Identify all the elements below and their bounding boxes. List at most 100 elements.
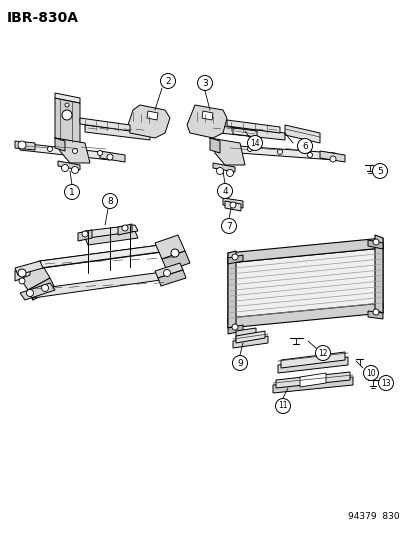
Text: 9: 9: [237, 359, 242, 367]
Circle shape: [19, 278, 25, 284]
Polygon shape: [228, 251, 235, 328]
Circle shape: [372, 309, 378, 315]
Polygon shape: [20, 143, 110, 160]
Polygon shape: [147, 111, 158, 120]
Polygon shape: [158, 270, 185, 286]
Polygon shape: [228, 325, 242, 334]
Polygon shape: [40, 243, 178, 268]
Circle shape: [62, 165, 68, 172]
Circle shape: [297, 139, 312, 154]
Polygon shape: [15, 141, 35, 150]
Circle shape: [247, 147, 252, 151]
Polygon shape: [58, 161, 80, 170]
Text: 5: 5: [376, 166, 382, 175]
Circle shape: [372, 239, 378, 245]
Polygon shape: [367, 240, 382, 249]
Circle shape: [18, 269, 26, 277]
Polygon shape: [228, 248, 382, 323]
Text: 94379  830: 94379 830: [347, 512, 399, 521]
Circle shape: [315, 345, 330, 360]
Polygon shape: [228, 255, 242, 264]
Circle shape: [329, 156, 335, 162]
Circle shape: [122, 225, 128, 231]
Circle shape: [62, 110, 72, 120]
Circle shape: [160, 74, 175, 88]
Text: 8: 8: [107, 197, 113, 206]
Polygon shape: [187, 105, 226, 138]
Circle shape: [197, 76, 212, 91]
Circle shape: [97, 150, 102, 156]
Polygon shape: [233, 128, 256, 137]
Polygon shape: [284, 125, 319, 143]
Circle shape: [226, 169, 233, 176]
Polygon shape: [272, 377, 352, 393]
Polygon shape: [209, 138, 219, 153]
Polygon shape: [223, 198, 242, 208]
Circle shape: [171, 249, 178, 257]
Polygon shape: [78, 230, 92, 241]
Polygon shape: [224, 145, 334, 160]
Polygon shape: [299, 373, 325, 387]
Polygon shape: [277, 357, 347, 373]
Circle shape: [71, 166, 78, 174]
Text: 3: 3: [202, 78, 207, 87]
Polygon shape: [228, 303, 382, 328]
Circle shape: [363, 366, 377, 381]
Circle shape: [377, 376, 392, 391]
Text: 6: 6: [301, 141, 307, 150]
Circle shape: [18, 141, 26, 149]
Polygon shape: [55, 98, 80, 143]
Polygon shape: [367, 311, 382, 319]
Text: 13: 13: [380, 378, 390, 387]
Circle shape: [102, 193, 117, 208]
Polygon shape: [20, 283, 55, 300]
Circle shape: [277, 149, 282, 155]
Polygon shape: [85, 231, 138, 245]
Circle shape: [275, 399, 290, 414]
Circle shape: [65, 103, 69, 107]
Polygon shape: [15, 261, 50, 290]
Circle shape: [372, 164, 387, 179]
Polygon shape: [212, 163, 235, 172]
Circle shape: [247, 135, 262, 150]
Polygon shape: [100, 151, 125, 162]
Circle shape: [307, 152, 312, 157]
Polygon shape: [40, 243, 175, 268]
Circle shape: [217, 183, 232, 198]
Polygon shape: [228, 238, 382, 263]
Polygon shape: [154, 235, 185, 259]
Polygon shape: [319, 151, 344, 162]
Polygon shape: [85, 125, 150, 140]
Text: 1: 1: [69, 188, 75, 197]
Polygon shape: [226, 120, 279, 133]
Circle shape: [221, 219, 236, 233]
Text: 12: 12: [318, 349, 327, 358]
Polygon shape: [128, 105, 170, 138]
Polygon shape: [118, 224, 132, 235]
Polygon shape: [224, 201, 240, 211]
Text: 7: 7: [225, 222, 231, 230]
Circle shape: [107, 154, 113, 160]
Circle shape: [231, 324, 237, 330]
Polygon shape: [15, 261, 43, 275]
Polygon shape: [154, 263, 183, 278]
Polygon shape: [80, 118, 130, 131]
Circle shape: [26, 289, 33, 296]
Polygon shape: [209, 138, 244, 165]
Polygon shape: [374, 235, 382, 313]
Polygon shape: [55, 93, 80, 103]
Text: IBR-830A: IBR-830A: [7, 11, 79, 25]
Text: 4: 4: [222, 187, 227, 196]
Polygon shape: [161, 251, 190, 271]
Circle shape: [230, 202, 235, 208]
Text: 10: 10: [366, 368, 375, 377]
Polygon shape: [235, 331, 264, 343]
Polygon shape: [233, 336, 267, 348]
Polygon shape: [28, 278, 55, 300]
Polygon shape: [202, 111, 212, 120]
Polygon shape: [280, 352, 344, 368]
Circle shape: [64, 184, 79, 199]
Circle shape: [47, 147, 52, 151]
Circle shape: [231, 254, 237, 260]
Circle shape: [163, 270, 170, 277]
